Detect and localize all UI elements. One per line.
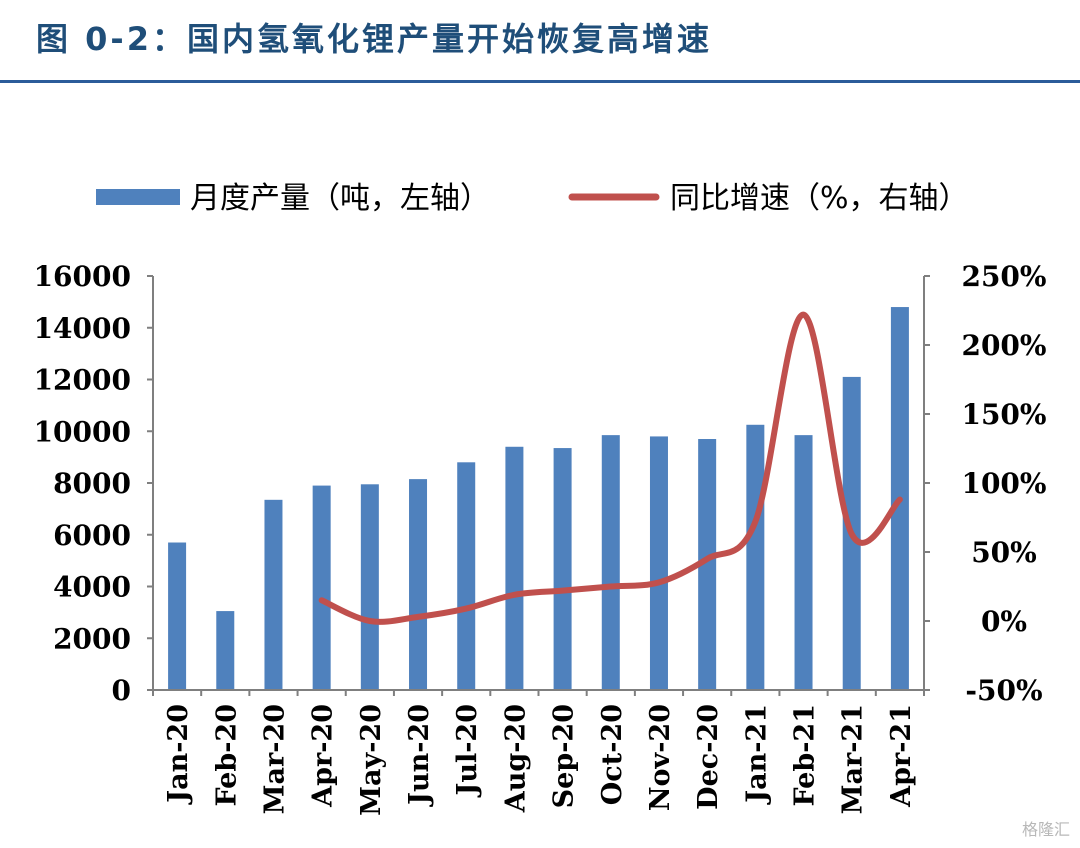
bar-feb-21 <box>794 435 813 690</box>
legend-line-label: 同比增速（%，右轴） <box>670 181 969 216</box>
bar-series <box>168 307 909 690</box>
right-tick-label: 150% <box>961 398 1046 431</box>
left-tick-label: 16000 <box>34 260 131 293</box>
tick-labels: 0 2000 4000 6000 8000 10000 12000 14000 16000 -50… <box>34 260 1047 816</box>
x-tick-label: Aug-20 <box>500 704 531 813</box>
x-tick-label: Oct-20 <box>597 704 628 805</box>
chart-title: 图 0-2：国内氢氧化锂产量开始恢复高增速 <box>36 20 712 58</box>
line-series <box>318 311 903 625</box>
x-tick-label: Dec-20 <box>693 704 724 810</box>
right-tick-label: 50% <box>971 536 1037 569</box>
legend-bar-swatch <box>96 189 180 205</box>
x-tick-label: Apr-21 <box>886 704 917 808</box>
x-tick-label: Jun-20 <box>404 704 435 807</box>
x-tick-label: Mar-20 <box>259 704 290 814</box>
title-divider <box>0 80 1080 83</box>
left-tick-label: 6000 <box>53 519 131 552</box>
left-tick-label: 14000 <box>34 312 131 345</box>
left-tick-label: 12000 <box>34 364 131 397</box>
bar-jul-20 <box>457 462 476 690</box>
right-tick-label: 100% <box>961 467 1046 500</box>
title-bar: 图 0-2：国内氢氧化锂产量开始恢复高增速 <box>0 0 1080 84</box>
bar-jan-20 <box>168 542 187 690</box>
right-tick-label: -50% <box>965 674 1042 707</box>
x-tick-label: Apr-20 <box>308 704 339 808</box>
axes <box>147 275 930 696</box>
bar-jun-20 <box>409 479 428 690</box>
bar-feb-20 <box>216 611 235 690</box>
x-tick-label: Feb-21 <box>790 704 821 807</box>
x-tick-label: Mar-21 <box>838 704 869 814</box>
x-tick-label: Jan-21 <box>741 704 772 805</box>
legend-bar-label: 月度产量（吨，左轴） <box>190 181 490 216</box>
watermark: 格隆汇 <box>1021 820 1070 839</box>
bar-mar-20 <box>264 499 283 690</box>
left-tick-label: 8000 <box>53 467 131 500</box>
bar-apr-20 <box>312 485 331 690</box>
bar-jan-21 <box>746 424 765 690</box>
x-tick-label: Feb-20 <box>211 704 242 807</box>
right-tick-label: 250% <box>961 260 1046 293</box>
left-tick-label: 2000 <box>53 622 131 655</box>
left-tick-label: 10000 <box>34 415 131 448</box>
left-tick-label: 4000 <box>53 571 131 604</box>
legend: 月度产量（吨，左轴） 同比增速（%，右轴） <box>96 181 969 216</box>
x-tick-label: Sep-20 <box>549 704 580 808</box>
bar-dec-20 <box>698 439 717 690</box>
x-tick-label: May-20 <box>356 704 387 816</box>
bar-aug-20 <box>505 446 524 690</box>
right-tick-label: 0% <box>981 605 1027 638</box>
bar-oct-20 <box>601 435 620 690</box>
x-tick-label: Jul-20 <box>452 704 483 797</box>
x-tick-label: Jan-20 <box>163 704 194 805</box>
right-tick-label: 200% <box>961 329 1046 362</box>
x-tick-label: Nov-20 <box>645 704 676 811</box>
bar-nov-20 <box>649 436 668 690</box>
growth-line <box>318 311 903 625</box>
left-tick-label: 0 <box>112 674 131 707</box>
bar-sep-20 <box>553 448 572 690</box>
bar-may-20 <box>360 484 379 690</box>
